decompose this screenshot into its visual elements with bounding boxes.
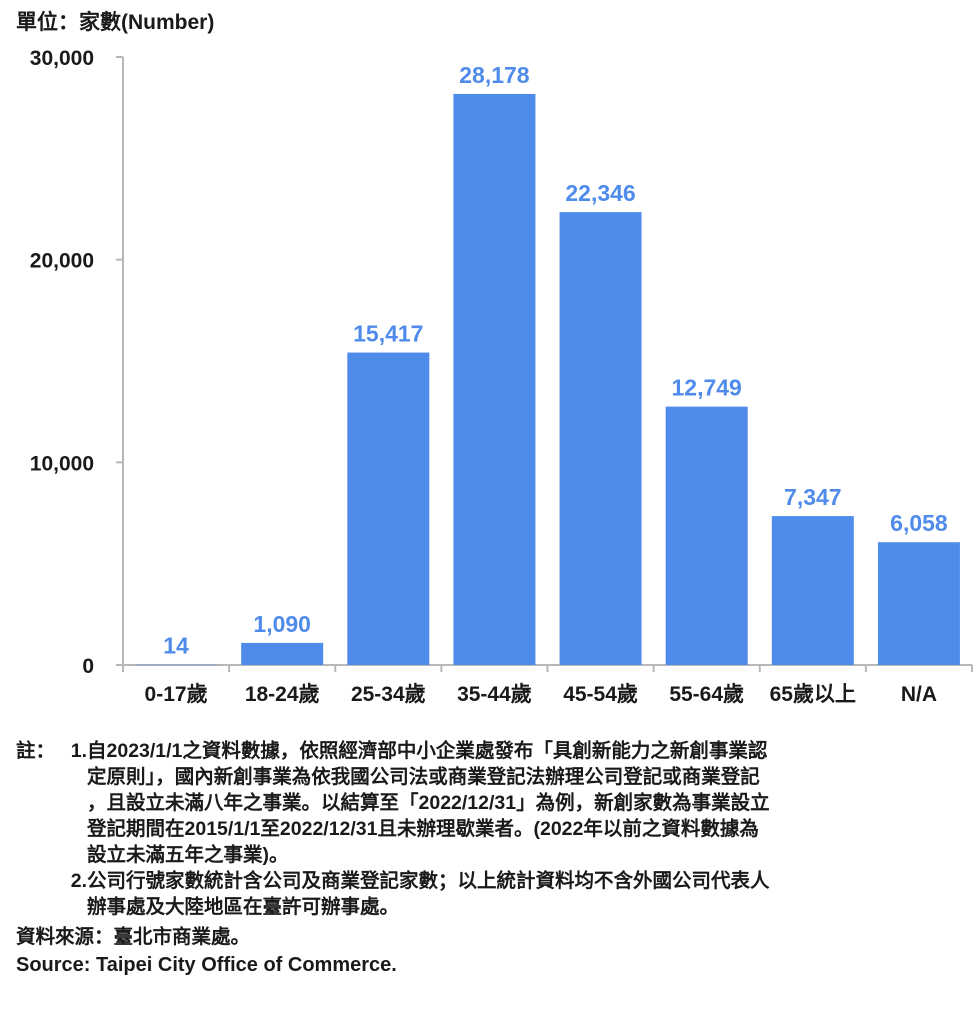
value-label: 1,090 (253, 611, 311, 637)
value-label: 28,178 (459, 62, 530, 88)
y-tick-label: 0 (82, 655, 94, 678)
bar (877, 542, 960, 665)
x-tick-label: 0-17歲 (145, 682, 208, 706)
source-english: Source: Taipei City Office of Commerce. (16, 954, 397, 976)
value-labels: 14 1,090 15,417 28,178 22,346 12,749 7,347 6,05… (163, 62, 948, 659)
value-label: 12,749 (672, 375, 742, 401)
source-label: 資料來源：臺北市商業處。 (16, 926, 251, 948)
bar (771, 516, 854, 665)
note-line: 公司行號家數統計含公司及商業登記家數；以上統計資料均不含外國公司代表人 (87, 870, 770, 892)
bar (453, 93, 536, 666)
x-tick-label: 55-64歲 (669, 682, 744, 706)
note-line: 定原則」，國內新創事業為依我國公司法或商業登記法辦理公司登記或商業登記 (87, 766, 760, 788)
value-label: 14 (163, 633, 189, 659)
notes: 註： 1. 自2023/1/1之資料數據，依照經濟部中小企業處發布「具創新能力之… (16, 738, 966, 978)
note-2: 2. 公司行號家數統計含公司及商業登記家數；以上統計資料均不含外國公司代表人 辦… (16, 868, 966, 920)
x-axis-labels: 0-17歲 18-24歲 25-34歲 35-44歲 45-54歲 55-64歲 65歲以上… (145, 682, 937, 706)
bars (135, 93, 960, 666)
x-tick-label: N/A (901, 683, 937, 706)
x-tick-label: 65歲以上 (770, 682, 856, 706)
bar (241, 642, 324, 665)
bar-chart: 0 10,000 20,000 30,000 14 1,090 15,417 28,178 2… (30, 47, 973, 706)
note-1: 註： 1. 自2023/1/1之資料數據，依照經濟部中小企業處發布「具創新能力之… (16, 738, 966, 868)
bar (135, 664, 218, 666)
bar (347, 352, 430, 665)
y-axis: 0 10,000 20,000 30,000 (30, 47, 973, 678)
x-tick-label: 25-34歲 (351, 682, 426, 706)
value-label: 15,417 (353, 321, 423, 347)
x-tick-label: 35-44歲 (457, 682, 532, 706)
note-line: 登記期間在2015/1/1至2022/12/31且未辦理歇業者。(2022年以前… (87, 818, 759, 840)
note-line: 辦事處及大陸地區在臺許可辦事處。 (87, 896, 400, 918)
x-tick-label: 18-24歲 (245, 682, 320, 706)
y-tick-label: 20,000 (30, 250, 94, 273)
value-label: 22,346 (565, 180, 635, 206)
note-prefix: 註： (16, 740, 56, 762)
note-line: 自2023/1/1之資料數據，依照經濟部中小企業處發布「具創新能力之新創事業認 (87, 740, 768, 762)
note-number: 1. (70, 740, 87, 762)
bar (559, 212, 642, 665)
value-label: 7,347 (784, 484, 842, 510)
note-line: 設立未滿五年之事業)。 (87, 844, 289, 866)
note-number: 2. (70, 870, 87, 892)
value-label: 6,058 (890, 510, 948, 536)
y-tick-label: 10,000 (30, 452, 94, 475)
x-tick-label: 45-54歲 (563, 682, 638, 706)
note-line: ，且設立未滿八年之事業。以結算至「2022/12/31」為例，新創家數為事業設立 (87, 792, 770, 814)
bar (665, 406, 748, 665)
y-tick-label: 30,000 (30, 47, 94, 70)
unit-label: 單位：家數(Number) (16, 11, 215, 34)
